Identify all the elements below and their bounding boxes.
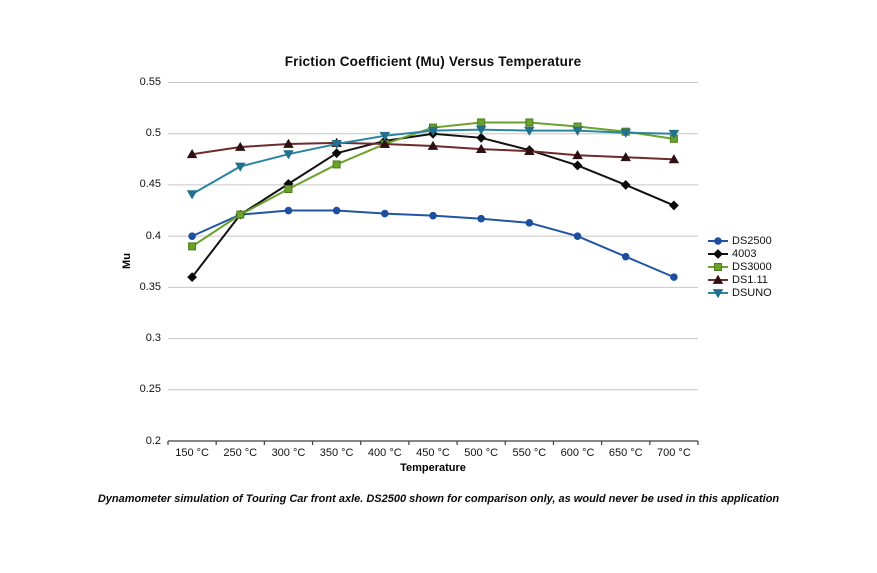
y-tick-label: 0.55: [139, 76, 161, 88]
square-marker: [332, 160, 341, 169]
triangle-up-marker: [620, 152, 631, 162]
legend-item-DSUNO: DSUNO: [708, 287, 772, 300]
chart-caption: Dynamometer simulation of Touring Car fr…: [97, 493, 780, 505]
circle-marker: [621, 252, 630, 261]
circle-marker: [525, 219, 534, 227]
triangle-down-marker: [668, 129, 680, 139]
legend-item-DS3000: DS3000: [708, 260, 772, 273]
x-axis-title: Temperature: [400, 462, 466, 474]
series-DS1.11: [186, 137, 680, 164]
x-tick-label: 600 °C: [560, 447, 595, 459]
series-line-DS2500: [191, 209, 675, 279]
legend-label: DS2500: [732, 234, 772, 247]
chart-legend: DS2500 4003 DS3000 DS1.11 DSUNO: [708, 234, 772, 300]
triangle-down-marker: [572, 126, 583, 136]
triangle-down-marker: [475, 125, 487, 135]
x-tick-label: 400 °C: [367, 447, 402, 459]
triangle-down-marker: [427, 126, 439, 136]
triangle-up-marker: [283, 138, 294, 148]
circle-marker: [670, 273, 678, 281]
x-tick-label: 550 °C: [512, 447, 547, 459]
series-DSUNO: [186, 125, 680, 200]
square-marker: [525, 118, 534, 127]
circle-marker: [381, 209, 389, 218]
y-tick-label: 0.4: [145, 229, 161, 242]
diamond-marker: [713, 248, 723, 259]
y-tick-label: 0.25: [139, 383, 161, 396]
x-tick-label: 450 °C: [416, 447, 450, 459]
y-tick-label: 0.5: [145, 127, 161, 140]
circle-marker: [284, 206, 293, 215]
x-tick-label: 150 °C: [175, 447, 209, 459]
triangle-up-marker: [712, 275, 724, 285]
chart-title: Friction Coefficient (Mu) Versus Tempera…: [284, 54, 582, 69]
x-tick-label: 700 °C: [657, 447, 691, 459]
legend-label: DS1.11: [732, 274, 768, 287]
legend-marker-diamond-icon: [708, 248, 728, 259]
x-tick-label: 250 °C: [223, 447, 258, 459]
triangle-down-marker: [712, 289, 724, 299]
x-tick-label: 650 °C: [608, 447, 643, 459]
series-line-4003: [191, 132, 675, 278]
legend-label: DS3000: [732, 260, 772, 273]
series-4003: [187, 128, 679, 283]
diamond-marker: [187, 272, 197, 283]
legend-label: DSUNO: [732, 287, 772, 300]
circle-marker: [188, 232, 196, 240]
legend-marker-circle-icon: [708, 236, 728, 245]
y-tick-label: 0.45: [139, 178, 161, 191]
diamond-marker: [331, 148, 342, 159]
triangle-up-marker: [186, 149, 198, 159]
y-tick-label: 0.2: [145, 434, 161, 447]
legend-item-DS2500: DS2500: [708, 234, 772, 247]
triangle-down-marker: [186, 190, 198, 200]
y-axis-title: Mu: [121, 253, 133, 269]
triangle-down-marker: [524, 126, 535, 136]
circle-marker: [573, 232, 582, 240]
square-marker: [477, 118, 486, 127]
triangle-down-marker: [331, 140, 342, 150]
diamond-marker: [572, 160, 583, 171]
y-tick-label: 0.35: [139, 280, 161, 293]
triangle-down-marker: [283, 150, 294, 160]
triangle-up-marker: [524, 145, 535, 156]
triangle-up-marker: [572, 150, 583, 160]
triangle-up-marker: [475, 143, 487, 153]
diamond-marker: [669, 200, 679, 211]
triangle-up-marker: [427, 140, 439, 150]
x-tick-label: 500 °C: [464, 447, 499, 459]
legend-marker-square-icon: [708, 262, 728, 271]
square-marker: [284, 185, 293, 194]
legend-item-DS1.11: DS1.11: [708, 274, 772, 287]
diamond-marker: [476, 132, 487, 143]
triangle-up-marker: [379, 138, 391, 148]
triangle-up-marker: [235, 141, 246, 151]
triangle-down-marker: [235, 162, 246, 172]
circle-marker: [332, 206, 341, 215]
triangle-up-marker: [668, 154, 680, 164]
legend-item-4003: 4003: [708, 247, 772, 260]
series-DS2500: [188, 206, 678, 281]
x-tick-label: 350 °C: [319, 447, 354, 459]
square-marker: [236, 210, 245, 219]
legend-marker-triangle-up-icon: [708, 275, 728, 285]
square-marker: [714, 262, 722, 271]
square-marker: [188, 242, 197, 251]
circle-marker: [714, 236, 722, 245]
triangle-down-marker: [379, 131, 391, 141]
circle-marker: [477, 214, 485, 223]
legend-marker-triangle-down-icon: [708, 289, 728, 299]
circle-marker: [429, 211, 437, 220]
legend-label: 4003: [732, 247, 757, 260]
x-tick-label: 300 °C: [271, 447, 306, 459]
diamond-marker: [620, 180, 631, 190]
y-tick-label: 0.3: [145, 332, 161, 345]
triangle-down-marker: [620, 128, 631, 138]
